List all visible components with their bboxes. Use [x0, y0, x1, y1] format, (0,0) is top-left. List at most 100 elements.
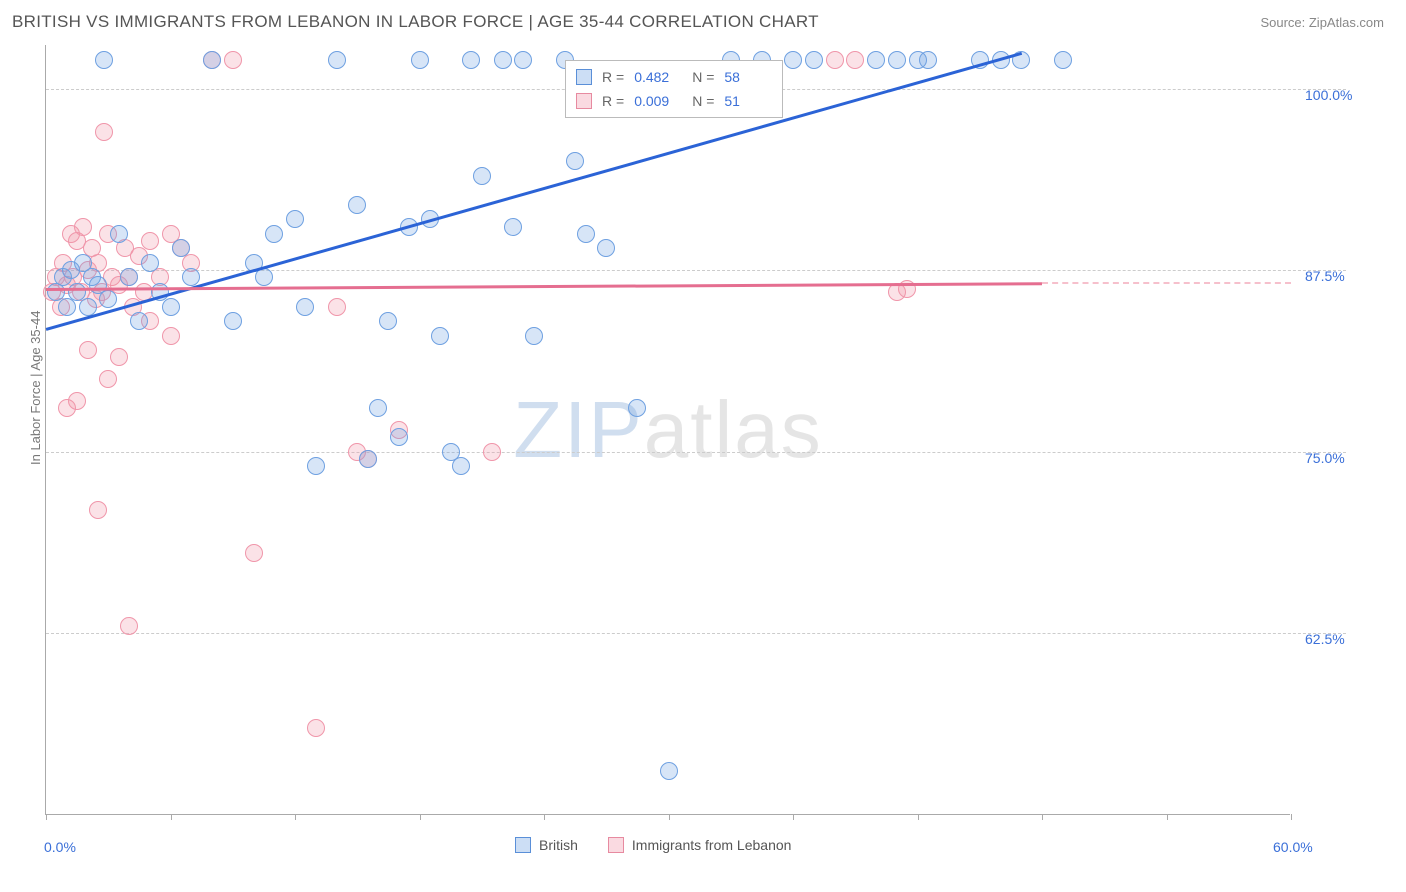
data-point — [483, 443, 501, 461]
stat-n-value: 58 — [724, 65, 772, 89]
data-point — [162, 327, 180, 345]
data-point — [286, 210, 304, 228]
x-tick — [1167, 814, 1168, 820]
stat-n-label: N = — [692, 65, 714, 89]
gridline — [46, 452, 1346, 453]
y-tick-label: 87.5% — [1305, 268, 1345, 284]
data-point — [888, 51, 906, 69]
data-point — [566, 152, 584, 170]
data-point — [369, 399, 387, 417]
data-point — [431, 327, 449, 345]
series-legend: British Immigrants from Lebanon — [515, 837, 791, 853]
source-attribution: Source: ZipAtlas.com — [1260, 15, 1384, 30]
correlation-chart: In Labor Force | Age 35-44 ZIPatlas 0.0%… — [45, 45, 1385, 815]
data-point — [452, 457, 470, 475]
data-point — [379, 312, 397, 330]
x-tick — [544, 814, 545, 820]
data-point — [120, 268, 138, 286]
data-point — [628, 399, 646, 417]
gridline — [46, 633, 1346, 634]
data-point — [224, 51, 242, 69]
data-point — [577, 225, 595, 243]
watermark: ZIPatlas — [513, 384, 822, 476]
data-point — [130, 312, 148, 330]
stat-row: R = 0.009 N = 51 — [576, 89, 772, 113]
plot-area: In Labor Force | Age 35-44 ZIPatlas 0.0%… — [45, 45, 1290, 815]
data-point — [462, 51, 480, 69]
data-point — [99, 290, 117, 308]
x-tick — [918, 814, 919, 820]
data-point — [390, 428, 408, 446]
data-point — [110, 348, 128, 366]
legend-swatch — [576, 69, 592, 85]
data-point — [359, 450, 377, 468]
data-point — [79, 341, 97, 359]
stat-n-value: 51 — [724, 89, 772, 113]
gridline — [46, 270, 1346, 271]
data-point — [296, 298, 314, 316]
data-point — [784, 51, 802, 69]
x-tick — [46, 814, 47, 820]
legend-swatch — [608, 837, 624, 853]
data-point — [95, 123, 113, 141]
y-tick-label: 100.0% — [1305, 87, 1352, 103]
data-point — [494, 51, 512, 69]
data-point — [79, 298, 97, 316]
data-point — [110, 225, 128, 243]
data-point — [224, 312, 242, 330]
data-point — [307, 719, 325, 737]
data-point — [504, 218, 522, 236]
stat-r-label: R = — [602, 65, 624, 89]
data-point — [89, 501, 107, 519]
data-point — [265, 225, 283, 243]
data-point — [95, 51, 113, 69]
data-point — [120, 617, 138, 635]
data-point — [514, 51, 532, 69]
correlation-stats-box: R = 0.482 N = 58 R = 0.009 N = 51 — [565, 60, 783, 118]
x-tick — [669, 814, 670, 820]
stat-r-value: 0.009 — [634, 89, 682, 113]
stat-row: R = 0.482 N = 58 — [576, 65, 772, 89]
legend-label: British — [539, 837, 578, 853]
data-point — [68, 392, 86, 410]
trend-line-extrapolation — [1042, 282, 1291, 284]
data-point — [348, 196, 366, 214]
legend-item: British — [515, 837, 578, 853]
data-point — [141, 254, 159, 272]
x-tick — [171, 814, 172, 820]
data-point — [660, 762, 678, 780]
data-point — [203, 51, 221, 69]
stat-n-label: N = — [692, 89, 714, 113]
y-axis-label: In Labor Force | Age 35-44 — [28, 311, 43, 465]
chart-title: BRITISH VS IMMIGRANTS FROM LEBANON IN LA… — [12, 12, 819, 32]
data-point — [74, 218, 92, 236]
x-tick-label: 60.0% — [1273, 839, 1313, 855]
data-point — [99, 370, 117, 388]
x-tick — [420, 814, 421, 820]
y-tick-label: 62.5% — [1305, 631, 1345, 647]
stat-r-value: 0.482 — [634, 65, 682, 89]
data-point — [597, 239, 615, 257]
data-point — [182, 268, 200, 286]
data-point — [805, 51, 823, 69]
x-tick — [1291, 814, 1292, 820]
data-point — [846, 51, 864, 69]
data-point — [245, 544, 263, 562]
data-point — [328, 51, 346, 69]
data-point — [255, 268, 273, 286]
data-point — [162, 298, 180, 316]
data-point — [919, 51, 937, 69]
x-tick-label: 0.0% — [44, 839, 76, 855]
data-point — [1054, 51, 1072, 69]
x-tick — [295, 814, 296, 820]
data-point — [525, 327, 543, 345]
data-point — [826, 51, 844, 69]
data-point — [411, 51, 429, 69]
data-point — [867, 51, 885, 69]
legend-label: Immigrants from Lebanon — [632, 837, 792, 853]
data-point — [307, 457, 325, 475]
x-tick — [793, 814, 794, 820]
stat-r-label: R = — [602, 89, 624, 113]
data-point — [328, 298, 346, 316]
legend-swatch — [515, 837, 531, 853]
